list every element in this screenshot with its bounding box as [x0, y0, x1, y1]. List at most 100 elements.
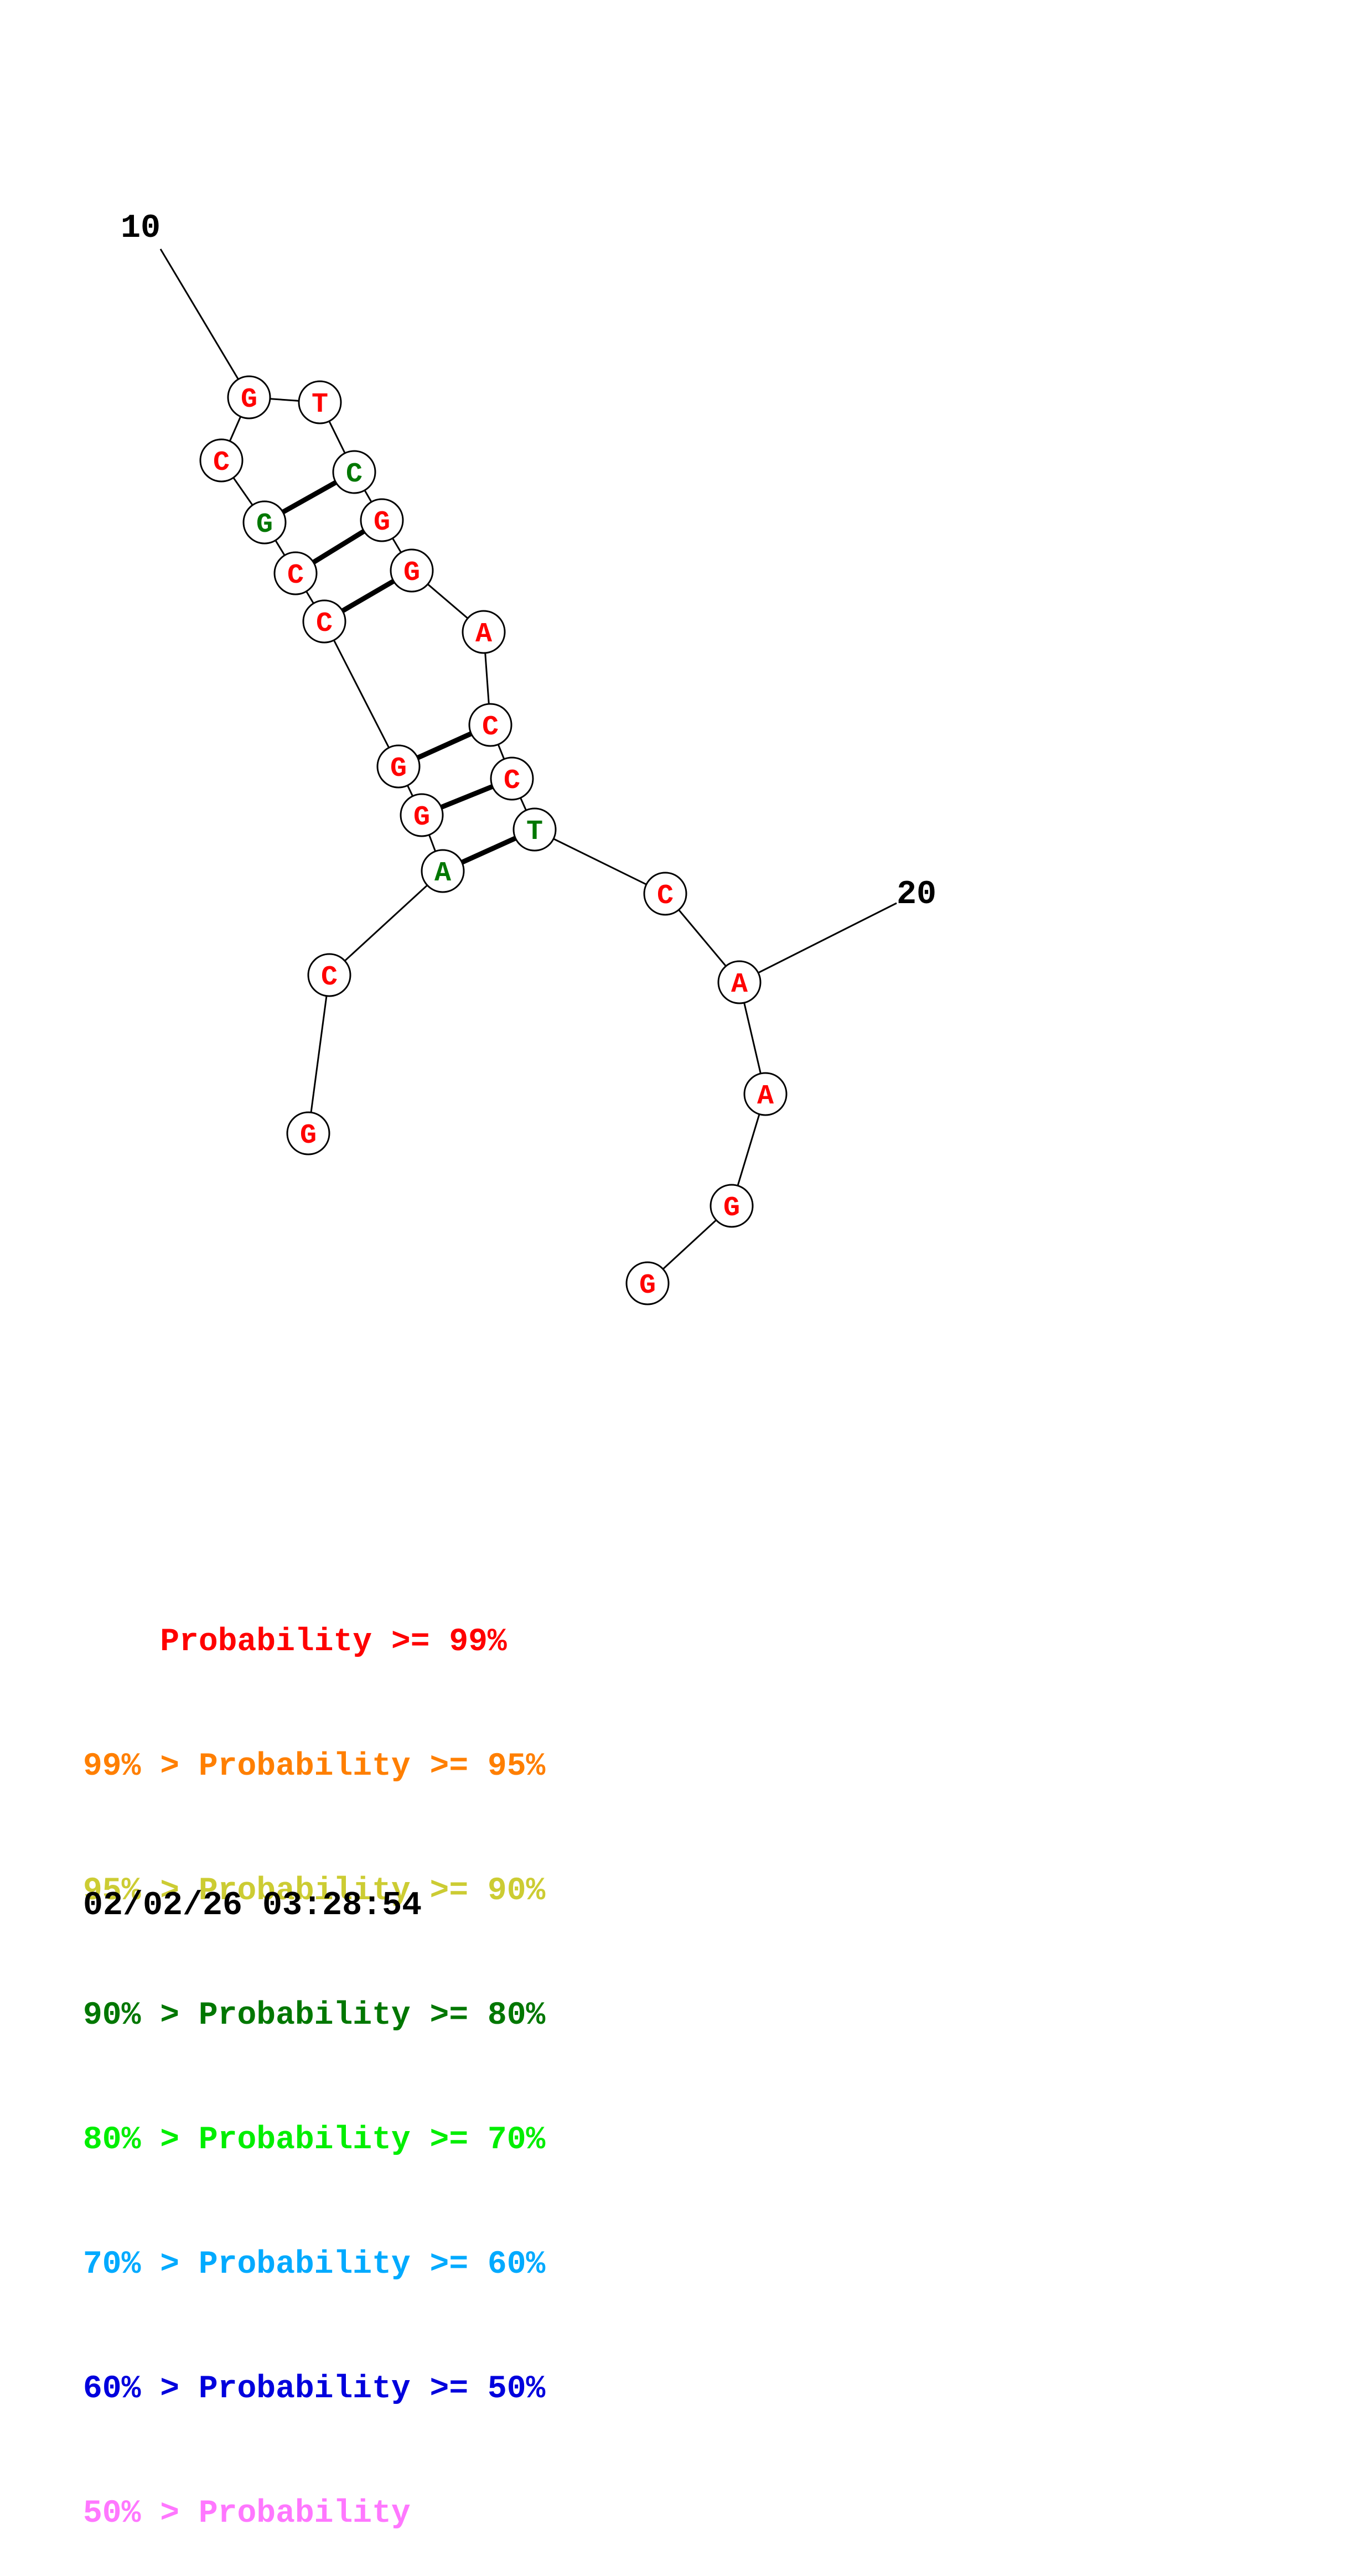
nucleotide-node: G — [227, 375, 271, 419]
nucleotide-node: G — [242, 500, 287, 545]
nucleotide-base: G — [390, 753, 407, 785]
backbone-segment — [159, 248, 250, 398]
legend-prefix: 90% > — [83, 1998, 199, 2034]
nucleotide-circle — [490, 756, 534, 801]
nucleotide-circle — [462, 610, 506, 654]
backbone-segment — [534, 828, 666, 895]
nucleotide-circle — [468, 703, 512, 747]
legend-row: Probability >= 99% — [83, 1621, 545, 1663]
nucleotide-circle — [717, 960, 762, 1004]
backbone-segment — [307, 975, 330, 1134]
nucleotide-circle — [376, 744, 421, 789]
nucleotide-base: G — [256, 509, 273, 541]
backbone-segment — [739, 902, 897, 983]
legend-label: Probability >= 90% — [198, 1873, 546, 1909]
legend-prefix: 99% > — [83, 1749, 199, 1785]
nucleotide-circle — [199, 438, 244, 483]
legend-label: Probability >= 60% — [198, 2247, 546, 2283]
legend-row: 70% > Probability >= 60% — [83, 2244, 545, 2285]
nucleotide-circle — [298, 380, 342, 424]
nucleotide-base: A — [475, 619, 492, 650]
nucleotide-base: C — [346, 459, 363, 490]
nucleotide-base: G — [241, 384, 257, 416]
nucleotide-base: A — [731, 969, 748, 1001]
nucleotide-base: C — [657, 880, 674, 912]
nucleotide-base: A — [757, 1081, 774, 1112]
nucleotide-base: C — [316, 608, 333, 640]
nucleotide-circle — [242, 500, 287, 545]
legend-prefix: 60% > — [83, 2371, 199, 2407]
nucleotide-base: C — [287, 560, 304, 592]
legend-row: 90% > Probability >= 80% — [83, 1995, 545, 2036]
legend-label: Probability — [198, 2496, 411, 2532]
backbone-segment — [328, 870, 444, 976]
nucleotide-node: C — [490, 756, 534, 801]
nucleotide-circle — [286, 1111, 330, 1155]
nucleotide-node: C — [199, 438, 244, 483]
nucleotide-base: T — [526, 816, 543, 848]
legend-prefix — [83, 1624, 160, 1660]
nucleotide-node: T — [512, 807, 557, 852]
nucleotide-circle — [625, 1261, 670, 1305]
nucleotide-node: C — [307, 953, 351, 997]
nucleotide-node: A — [421, 849, 465, 893]
legend-row: 80% > Probability >= 70% — [83, 2119, 545, 2161]
nucleotide-node: G — [710, 1184, 754, 1228]
nucleotide-node: G — [376, 744, 421, 789]
nucleotide-circle — [743, 1072, 788, 1116]
position-label-10: 10 — [121, 210, 161, 247]
nucleotide-circle — [227, 375, 271, 419]
probability-legend: Probability >= 99% 99% > Probability >= … — [83, 1538, 545, 2576]
nucleotide-base: T — [312, 389, 328, 421]
nucleotide-circle — [710, 1184, 754, 1228]
nucleotide-node: C — [468, 703, 512, 747]
legend-prefix: 80% > — [83, 2122, 199, 2158]
nucleotide-base: G — [723, 1193, 740, 1224]
legend-row: 95% > Probability >= 90% — [83, 1870, 545, 1912]
legend-label: Probability >= 70% — [198, 2122, 546, 2158]
legend-prefix: 50% > — [83, 2496, 199, 2532]
nucleotide-node: G — [625, 1261, 670, 1305]
legend-label: Probability >= 80% — [198, 1998, 546, 2034]
nucleotide-node: G — [390, 548, 434, 593]
legend-row: 99% > Probability >= 95% — [83, 1746, 545, 1787]
nucleotide-node: C — [643, 872, 687, 916]
legend-row: 50% > Probability — [83, 2493, 545, 2534]
nucleotide-circle — [332, 450, 376, 494]
nucleotide-node: A — [717, 960, 762, 1004]
legend-label: Probability >= 50% — [198, 2371, 546, 2407]
nucleotide-base: G — [403, 557, 420, 589]
legend-row: 60% > Probability >= 50% — [83, 2368, 545, 2410]
nucleotide-circle — [302, 599, 346, 644]
position-label-20: 20 — [897, 876, 936, 914]
nucleotide-base: G — [300, 1120, 317, 1152]
nucleotide-node: G — [400, 793, 444, 837]
nucleotide-circle — [390, 548, 434, 593]
timestamp: 02/02/26 03:28:54 — [83, 1887, 422, 1925]
nucleotide-node: A — [462, 610, 506, 654]
nucleotide-circle — [273, 551, 318, 595]
nucleotide-circle — [643, 872, 687, 916]
nucleotide-node: A — [743, 1072, 788, 1116]
legend-label: Probability >= 99% — [160, 1624, 507, 1660]
legend-prefix: 70% > — [83, 2247, 199, 2283]
nucleotide-circle — [512, 807, 557, 852]
backbone-segment — [323, 621, 400, 767]
nucleotide-base: C — [482, 712, 499, 743]
nucleotide-base: C — [213, 447, 230, 479]
nucleotide-node: C — [302, 599, 346, 644]
nucleotide-base: A — [434, 858, 451, 889]
nucleotide-base: C — [321, 962, 338, 993]
nucleotide-base: G — [639, 1270, 656, 1302]
nucleotide-circle — [400, 793, 444, 837]
nucleotide-node: G — [360, 498, 404, 542]
legend-prefix: 95% > — [83, 1873, 199, 1909]
nucleotide-node: T — [298, 380, 342, 424]
nucleotide-node: C — [273, 551, 318, 595]
nucleotide-base: C — [504, 765, 520, 797]
nucleotide-circle — [421, 849, 465, 893]
nucleotide-base: G — [374, 507, 390, 538]
nucleotide-base: G — [413, 802, 430, 833]
